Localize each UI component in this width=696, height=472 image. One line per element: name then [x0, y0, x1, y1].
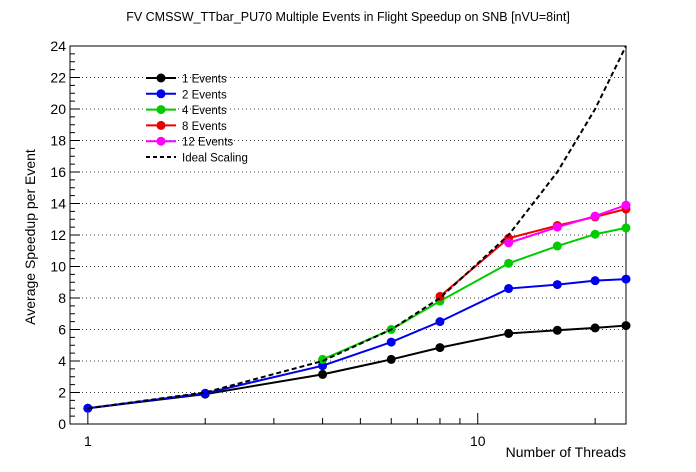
data-point — [552, 325, 562, 335]
data-point — [435, 343, 445, 353]
x-axis-label: Number of Threads — [506, 444, 626, 460]
legend-label: 4 Events — [182, 105, 227, 117]
legend-label: 12 Events — [182, 137, 233, 149]
series-12-events — [504, 200, 631, 248]
series-group — [83, 45, 631, 413]
data-point — [590, 276, 600, 286]
legend-swatch-marker — [156, 89, 166, 99]
legend-entry: Ideal Scaling — [146, 153, 248, 165]
legend-swatch-marker — [156, 105, 166, 115]
data-point — [318, 369, 328, 379]
legend-entry: 2 Events — [146, 89, 227, 101]
y-tick-label: 20 — [50, 101, 66, 117]
series-ideal-scaling — [87, 45, 627, 410]
data-point — [318, 361, 328, 371]
y-tick-label: 2 — [58, 385, 66, 401]
series-line — [87, 45, 627, 410]
chart-title: FV CMSSW_TTbar_PU70 Multiple Events in F… — [126, 10, 570, 24]
legend-label: 1 Events — [182, 74, 227, 86]
legend-label: 2 Events — [182, 89, 227, 101]
data-point — [621, 321, 631, 331]
y-tick-label: 18 — [50, 133, 66, 149]
y-axis-label: Average Speedup per Event — [22, 149, 38, 325]
legend: 1 Events 2 Events 4 Events 8 Events 12 Event… — [146, 73, 248, 165]
legend-label: 8 Events — [182, 121, 227, 133]
data-point — [552, 280, 562, 290]
legend-swatch-marker — [156, 136, 166, 146]
legend-swatch-marker — [156, 73, 166, 83]
data-point — [386, 337, 396, 347]
data-point — [552, 241, 562, 251]
data-point — [435, 317, 445, 327]
legend-swatch-marker — [156, 120, 166, 130]
y-tick-label: 22 — [50, 70, 66, 86]
data-point — [621, 274, 631, 284]
x-tick-label: 1 — [84, 433, 92, 449]
legend-entry: 8 Events — [146, 121, 227, 133]
legend-label: Ideal Scaling — [182, 153, 248, 165]
data-point — [504, 328, 514, 338]
legend-entry: 12 Events — [146, 136, 233, 149]
series-2-events — [83, 274, 631, 413]
data-point — [552, 222, 562, 232]
data-point — [504, 284, 514, 294]
x-tick-label: 10 — [470, 433, 486, 449]
data-point — [386, 354, 396, 364]
y-tick-label: 12 — [50, 227, 66, 243]
legend-entry: 1 Events — [146, 73, 227, 86]
data-point — [590, 229, 600, 239]
data-point — [621, 223, 631, 233]
y-tick-label: 16 — [50, 164, 66, 180]
y-tick-label: 8 — [58, 290, 66, 306]
series-line — [87, 324, 627, 410]
legend-entry: 4 Events — [146, 105, 227, 117]
series-line — [508, 204, 627, 244]
y-tick-label: 24 — [50, 38, 66, 54]
y-tick-label: 14 — [50, 196, 66, 212]
y-tick-label: 10 — [50, 259, 66, 275]
y-tick-label: 0 — [58, 416, 66, 432]
data-point — [318, 354, 328, 364]
series-4-events — [318, 223, 631, 364]
data-point — [590, 323, 600, 333]
data-point — [504, 238, 514, 248]
data-point — [621, 200, 631, 210]
y-tick-label: 6 — [58, 322, 66, 338]
data-point — [590, 211, 600, 221]
data-point — [504, 258, 514, 268]
y-tick-label: 4 — [58, 353, 66, 369]
